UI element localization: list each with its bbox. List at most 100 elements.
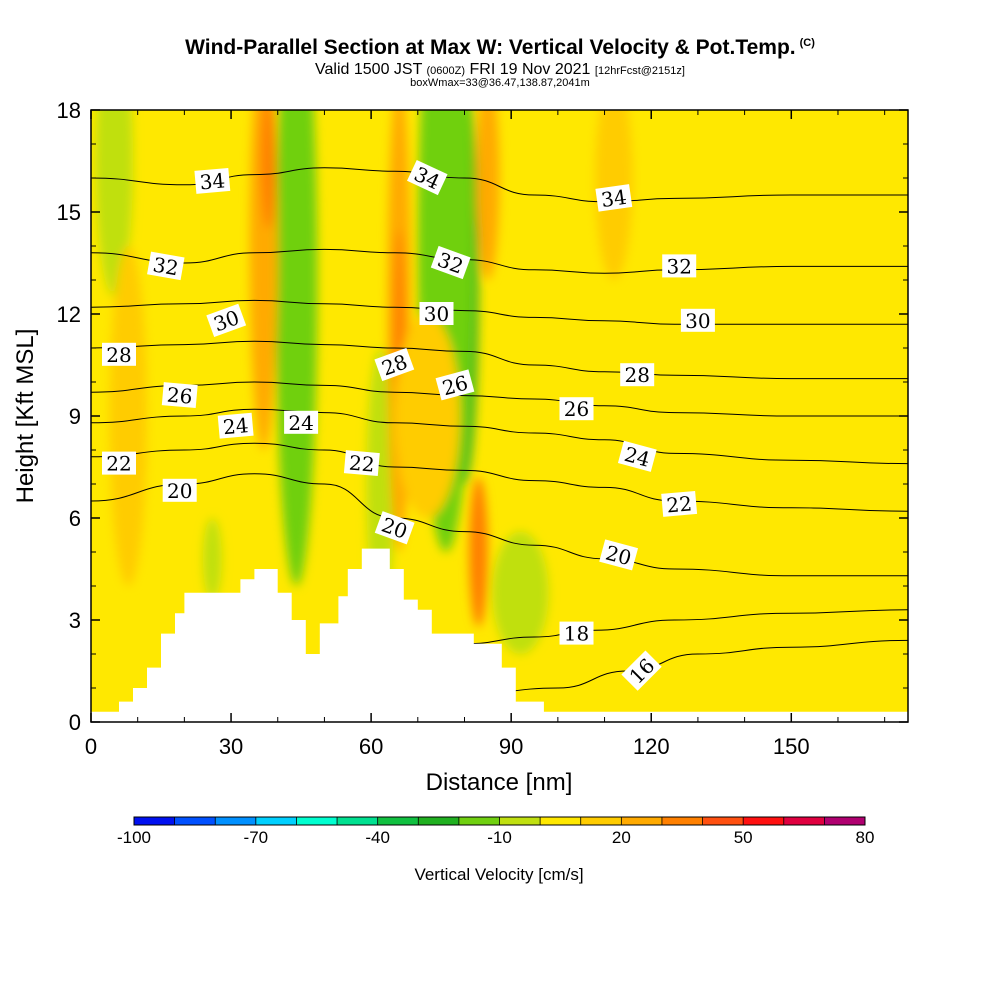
colorbar-label: 20 xyxy=(612,828,631,847)
contour-label-bg xyxy=(620,363,655,387)
theta-contour-24 xyxy=(91,408,908,465)
contour-label: 22 xyxy=(106,452,131,476)
velocity-cell xyxy=(492,531,549,654)
x-tick-label: 90 xyxy=(499,734,523,759)
contour-label-bg xyxy=(217,412,254,439)
contour-label-bg xyxy=(102,451,136,475)
contour-label-bg xyxy=(374,511,415,545)
colorbar-swatch xyxy=(661,817,704,825)
contour-label-group: 22 xyxy=(661,490,698,517)
contour-label-group: 22 xyxy=(102,451,136,476)
colorbar-swatch xyxy=(540,817,582,825)
velocity-cell xyxy=(109,246,148,586)
contour-label: 18 xyxy=(564,622,589,646)
contour-label-group: 24 xyxy=(284,410,319,435)
colorbar-label: -100 xyxy=(117,828,151,847)
velocity-cell xyxy=(476,110,500,280)
x-tick-label: 150 xyxy=(773,734,810,759)
contour-label: 30 xyxy=(685,309,710,333)
theta-contour-30 xyxy=(91,299,908,325)
contour-label-group: 18 xyxy=(559,621,594,646)
contour-label: 32 xyxy=(151,252,180,280)
x-tick-label: 30 xyxy=(219,734,243,759)
y-tick-label: 3 xyxy=(69,608,81,633)
y-axis-title: Height [Kft MSL] xyxy=(12,329,39,504)
valid-time-line: Valid 1500 JST (0600Z) FRI 19 Nov 2021 [… xyxy=(0,61,1000,79)
chart-title-text: Wind-Parallel Section at Max W: Vertical… xyxy=(185,36,796,59)
colorbar-label: -40 xyxy=(365,828,390,847)
contour-label-bg xyxy=(194,167,231,194)
contour-label-group: 34 xyxy=(595,184,633,212)
contour-label-bg xyxy=(430,245,471,280)
colorbar-swatch xyxy=(296,817,338,825)
terrain-mask xyxy=(91,548,908,722)
theta-contour-26 xyxy=(91,381,908,417)
contour-label-group: 32 xyxy=(147,251,185,281)
colorbar-swatch xyxy=(174,817,216,825)
axes: 0 30 60 90 120 150 0 3 6 9 12 15 18 xyxy=(57,98,908,759)
contour-label: 22 xyxy=(348,451,375,477)
colorbar-swatch xyxy=(215,817,257,825)
colorbar-swatch xyxy=(418,817,460,825)
contour-label-group: 30 xyxy=(419,302,454,326)
contour-label-bg xyxy=(661,490,698,517)
colorbar-swatch xyxy=(499,817,541,825)
chart-title: Wind-Parallel Section at Max W: Vertical… xyxy=(0,36,1000,60)
colorbar-swatch xyxy=(458,817,500,825)
contour-label: 30 xyxy=(424,302,449,326)
colorbar-label: 50 xyxy=(734,828,753,847)
theta-contour-20 xyxy=(91,473,908,577)
vertical-velocity-field xyxy=(95,110,633,654)
x-axis-title: Distance [nm] xyxy=(426,769,573,796)
colorbar-swatch xyxy=(580,817,622,825)
box-info-line: boxWmax=33@36.47,138.87,2041m xyxy=(410,77,590,89)
valid-utc: (0600Z) xyxy=(426,65,466,77)
contour-label-group: 26 xyxy=(161,382,198,409)
velocity-cell xyxy=(469,477,488,627)
contour-label-group: 22 xyxy=(343,450,380,477)
copyright-mark: (C) xyxy=(799,37,815,49)
velocity-cell xyxy=(275,110,318,586)
contour-label-bg xyxy=(599,539,639,571)
colorbar-label: 80 xyxy=(856,828,875,847)
colorbar-swatch xyxy=(134,817,176,825)
velocity-cell xyxy=(595,110,633,280)
x-tick-label: 0 xyxy=(85,734,97,759)
colorbar-title: Vertical Velocity [cm/s] xyxy=(414,865,583,884)
contour-label: 28 xyxy=(106,343,131,367)
y-tick-label: 12 xyxy=(57,302,81,327)
contour-label-bg xyxy=(662,254,697,278)
terrain-shape xyxy=(91,548,908,722)
contour-label-group: 26 xyxy=(559,397,594,421)
contour-label-bg xyxy=(617,440,657,472)
contour-label-bg xyxy=(147,251,185,281)
contour-label-group: 20 xyxy=(162,478,197,503)
colorbar-swatch xyxy=(743,817,785,825)
velocity-cell xyxy=(203,518,222,600)
colorbar-label: -70 xyxy=(244,828,269,847)
valid-prefix: Valid 1500 JST xyxy=(315,61,423,78)
contour-label-bg xyxy=(374,347,415,382)
contour-label-bg xyxy=(161,382,198,409)
contour-label-bg xyxy=(343,450,380,477)
contour-label-group: 34 xyxy=(194,167,231,194)
contour-label-group: 24 xyxy=(217,412,254,439)
contour-label: 34 xyxy=(600,185,629,212)
colorbar-swatch xyxy=(621,817,663,825)
contour-label: 32 xyxy=(666,254,691,278)
contour-label: 26 xyxy=(564,397,589,421)
contour-label-bg xyxy=(407,159,448,196)
contour-label: 28 xyxy=(624,363,649,387)
contour-label-group: 20 xyxy=(374,511,415,545)
contour-label: 20 xyxy=(167,479,192,503)
contour-label-bg xyxy=(162,478,197,502)
contour-label: 26 xyxy=(166,383,193,409)
contour-label-group: 30 xyxy=(206,303,247,337)
contour-label: 24 xyxy=(222,413,249,439)
contour-label-bg xyxy=(680,308,715,332)
y-tick-label: 6 xyxy=(69,506,81,531)
theta-contour-22 xyxy=(91,442,908,512)
colorbar-swatch xyxy=(255,817,297,825)
velocity-cell xyxy=(394,314,460,518)
